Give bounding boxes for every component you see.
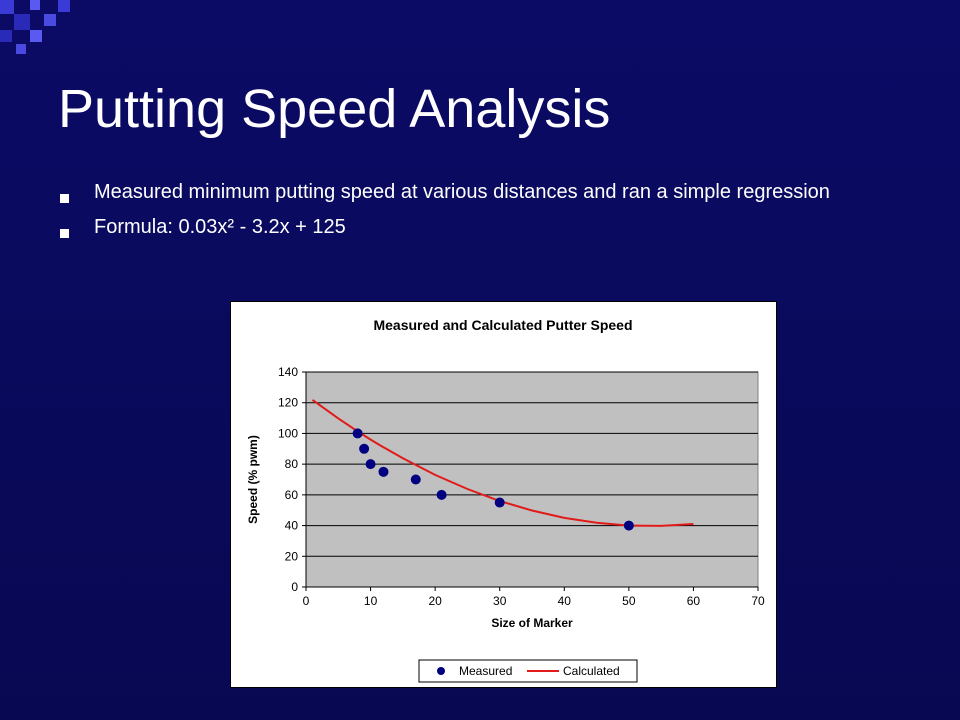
- bullet-item: Measured minimum putting speed at variou…: [60, 180, 920, 205]
- y-tick-label: 60: [285, 488, 299, 502]
- data-point-measured: [352, 428, 363, 439]
- x-tick-label: 20: [428, 594, 442, 608]
- y-tick-label: 80: [285, 457, 299, 471]
- y-tick-label: 120: [278, 396, 298, 410]
- data-point-measured: [410, 474, 421, 485]
- data-point-measured: [378, 466, 389, 477]
- x-axis-label: Size of Marker: [491, 616, 573, 630]
- data-point-measured: [623, 520, 634, 531]
- x-tick-label: 0: [303, 594, 310, 608]
- y-tick-label: 0: [291, 580, 298, 594]
- x-tick-label: 60: [687, 594, 701, 608]
- bullet-text: Formula: 0.03x² - 3.2x + 125: [94, 216, 346, 238]
- chart-legend: Measured Calculated: [418, 659, 638, 683]
- bullet-list: Measured minimum putting speed at variou…: [60, 180, 920, 250]
- data-point-measured: [494, 497, 505, 508]
- y-tick-label: 100: [278, 426, 298, 440]
- legend-label-measured: Measured: [459, 664, 512, 678]
- x-tick-label: 10: [364, 594, 378, 608]
- x-tick-label: 50: [622, 594, 636, 608]
- legend-label-calculated: Calculated: [563, 664, 620, 678]
- y-tick-label: 20: [285, 549, 299, 563]
- data-point-measured: [436, 489, 447, 500]
- x-tick-label: 70: [751, 594, 765, 608]
- corner-decoration: [0, 0, 80, 60]
- x-tick-label: 30: [493, 594, 507, 608]
- chart-svg: Measured and Calculated Putter Speed 0 20…: [246, 317, 765, 683]
- x-tick-label: 40: [558, 594, 572, 608]
- data-point-measured: [359, 443, 370, 454]
- legend-marker-measured: [437, 667, 445, 675]
- data-point-measured: [365, 459, 376, 470]
- bullet-text: Measured minimum putting speed at variou…: [94, 181, 830, 203]
- chart-title: Measured and Calculated Putter Speed: [373, 317, 632, 333]
- y-tick-label: 40: [285, 519, 299, 533]
- slide-title: Putting Speed Analysis: [58, 79, 611, 139]
- bullet-square-icon: [60, 194, 69, 203]
- chart-container: Measured and Calculated Putter Speed 0 20…: [230, 301, 777, 688]
- y-tick-label: 140: [278, 365, 298, 379]
- plot-area: [305, 371, 759, 588]
- y-axis-label: Speed (% pwm): [246, 435, 260, 524]
- bullet-square-icon: [60, 229, 69, 238]
- bullet-item: Formula: 0.03x² - 3.2x + 125: [60, 215, 920, 240]
